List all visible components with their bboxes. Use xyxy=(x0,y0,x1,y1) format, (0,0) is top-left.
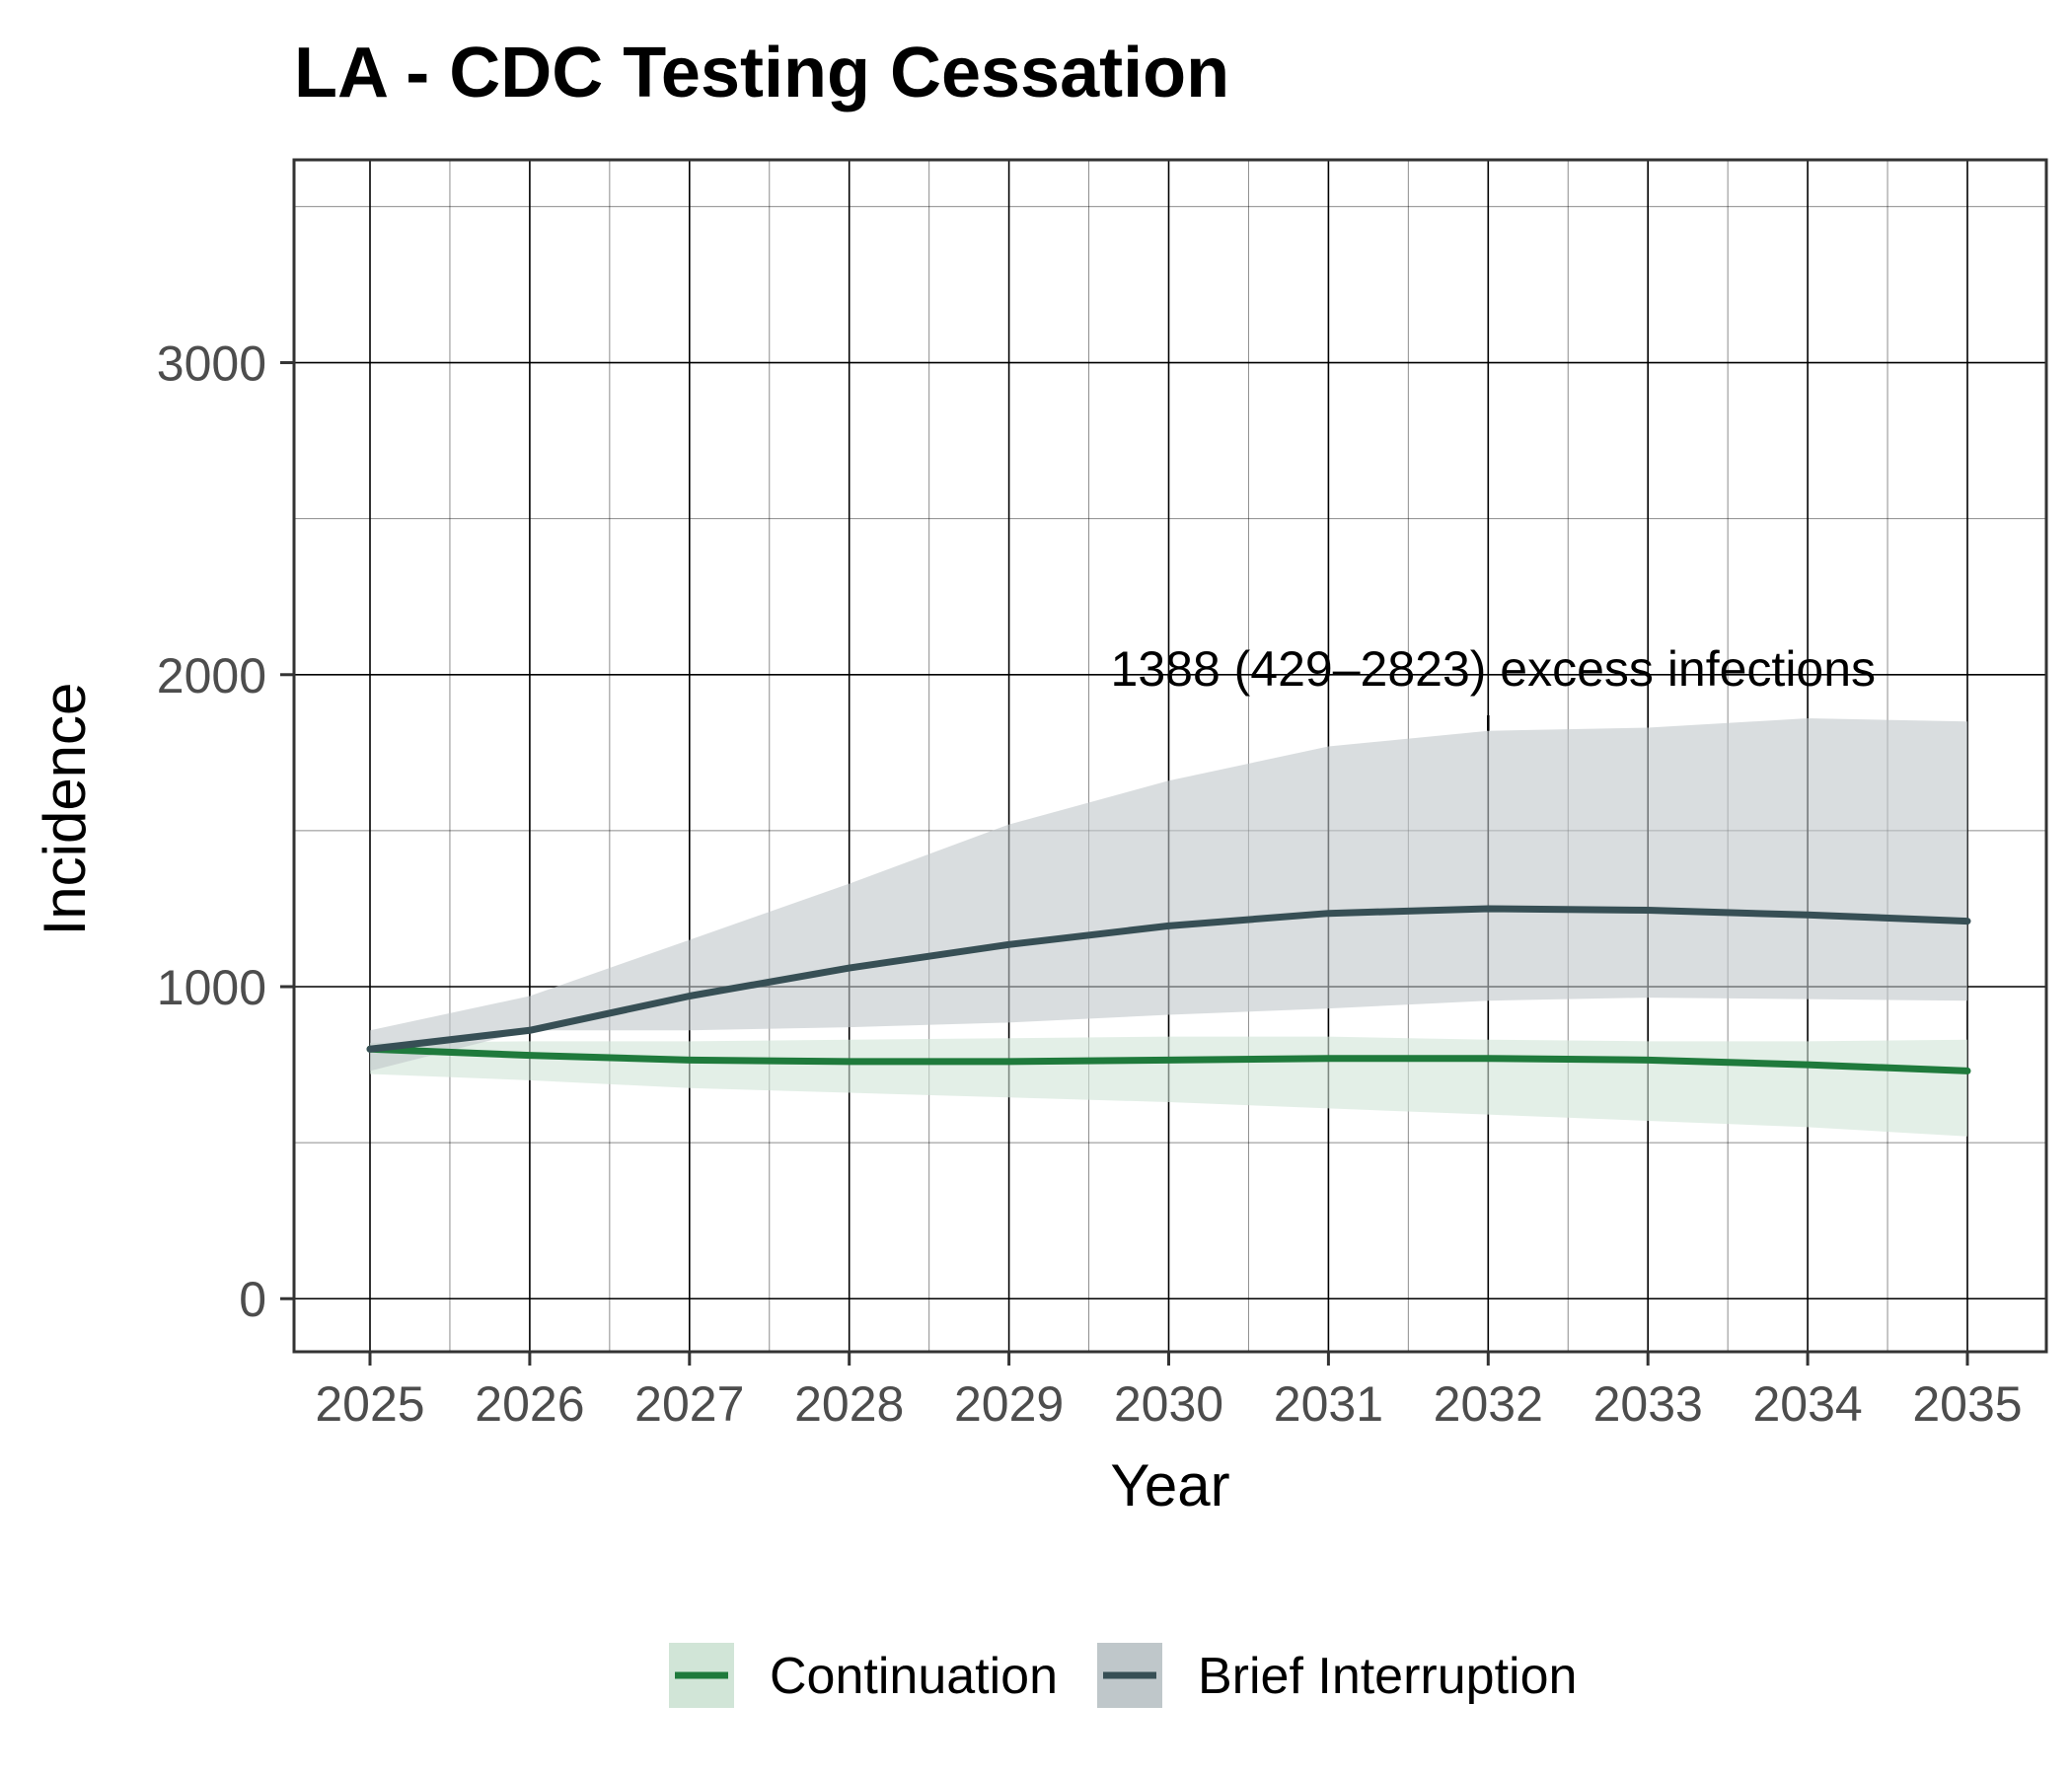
y-tick-label: 3000 xyxy=(157,336,266,392)
x-tick-label: 2026 xyxy=(475,1376,584,1432)
x-tick-label: 2032 xyxy=(1434,1376,1543,1432)
x-axis-ticks: 2025 2026 2027 2028 2029 2030 2031 2032 2033 2034… xyxy=(315,1352,2023,1432)
x-tick-label: 2035 xyxy=(1912,1376,2022,1432)
legend-label: Brief Interruption xyxy=(1198,1648,1577,1705)
x-tick-label: 2030 xyxy=(1114,1376,1223,1432)
annotation: 1388 (429–2823) excess infections xyxy=(1111,641,1877,731)
y-tick-label: 0 xyxy=(239,1272,266,1327)
line-continuation xyxy=(366,1045,1971,1074)
x-axis-title: Year xyxy=(1110,1452,1229,1518)
line-brief-interruption xyxy=(366,905,1971,1053)
x-tick-label: 2033 xyxy=(1593,1376,1703,1432)
annotation-text: 1388 (429–2823) excess infections xyxy=(1111,641,1877,697)
grid-minor xyxy=(294,160,2046,1352)
x-tick-label: 2025 xyxy=(315,1376,424,1432)
x-tick-label: 2029 xyxy=(954,1376,1064,1432)
x-tick-label: 2027 xyxy=(634,1376,744,1432)
y-tick-label: 2000 xyxy=(157,648,266,703)
legend: Continuation Brief Interruption xyxy=(669,1643,1577,1708)
y-tick-label: 1000 xyxy=(157,960,266,1015)
y-axis-title: Incidence xyxy=(32,683,98,936)
x-tick-label: 2031 xyxy=(1274,1376,1383,1432)
series-lines xyxy=(366,905,1971,1074)
x-tick-label: 2034 xyxy=(1752,1376,1862,1432)
legend-item-continuation: Continuation xyxy=(669,1643,1058,1708)
x-tick-label: 2028 xyxy=(794,1376,904,1432)
legend-item-brief-interruption: Brief Interruption xyxy=(1097,1643,1577,1708)
legend-label: Continuation xyxy=(770,1648,1058,1705)
chart-title: LA - CDC Testing Cessation xyxy=(294,34,1229,112)
y-axis-ticks: 0 1000 2000 3000 xyxy=(157,336,294,1327)
